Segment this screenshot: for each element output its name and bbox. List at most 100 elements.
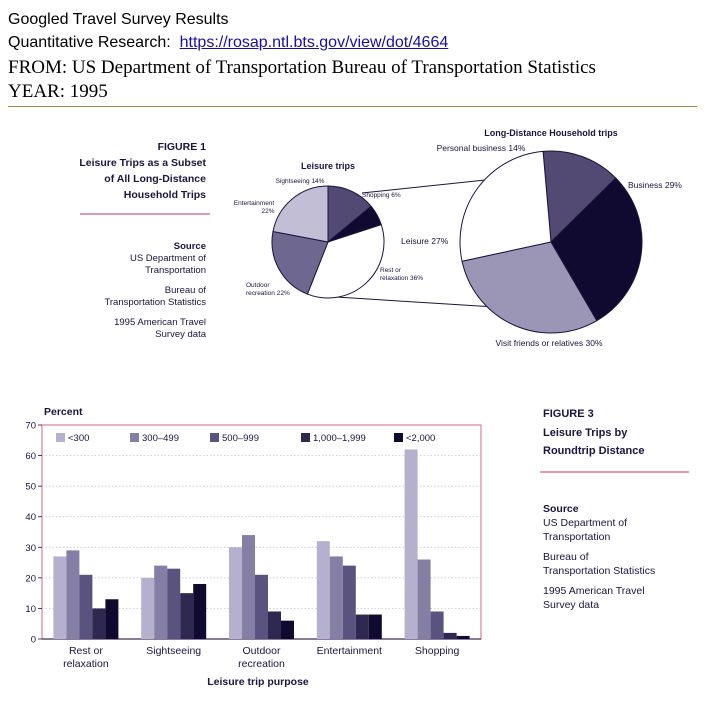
- x-tick-label-entertainment: Entertainment: [317, 645, 382, 657]
- bar-outdoor-recreation-4: [268, 611, 281, 639]
- y-tick-label: 70: [25, 421, 36, 432]
- long-distance-slice-visit-friends-or-relatives: [461, 241, 598, 334]
- legend-swatch-5: [394, 433, 403, 442]
- slice-label-rest-relaxation: Rest or relaxation 36%: [380, 267, 423, 282]
- y-tick-label: 20: [25, 573, 36, 584]
- figure1-source-line-5: 1995 American Travel: [114, 317, 206, 328]
- slice-label-shopping: Shopping 6%: [362, 192, 401, 199]
- slice-label-personal-business: Personal business 14%: [437, 143, 526, 153]
- bar-xlabel: Leisure trip purpose: [207, 676, 309, 688]
- figure1-label: FIGURE 1: [158, 141, 207, 153]
- bar-rest-or-relaxation-2: [66, 550, 80, 639]
- figure1-source-line-4: Transportation Statistics: [104, 297, 206, 308]
- bar-sightseeing-1: [141, 577, 155, 639]
- figure1-source-label: Source: [174, 241, 206, 252]
- header-line-3: FROM: US Department of Transportation Bu…: [8, 57, 596, 78]
- bar-shopping-3: [430, 611, 444, 639]
- bar-entertainment-2: [329, 556, 343, 639]
- bar-entertainment-1: [316, 541, 330, 639]
- figure3-title-line-2: Roundtrip Distance: [543, 445, 644, 457]
- bar-rest-or-relaxation-1: [53, 556, 67, 639]
- header-line-4: YEAR: 1995: [8, 81, 108, 102]
- y-tick-label: 0: [31, 635, 36, 646]
- legend-label-5: <2,000: [406, 433, 435, 444]
- long-distance-pie: [459, 150, 643, 334]
- y-tick-label: 50: [25, 482, 36, 493]
- bar-shopping-5: [456, 635, 470, 639]
- x-tick-label-outdoor-recreation-2: recreation: [238, 658, 285, 670]
- bar-rest-or-relaxation-3: [79, 574, 93, 639]
- bar-shopping-1: [404, 449, 418, 639]
- source-link[interactable]: https://rosap.ntl.bts.gov/view/dot/4664: [179, 34, 449, 51]
- bar-shopping-2: [417, 559, 431, 639]
- slice-label-sightseeing: Sightseeing 14%: [276, 178, 325, 185]
- slice-label-leisure: Leisure 27%: [401, 236, 449, 246]
- header-line-2: Quantitative Research: https://rosap.ntl…: [8, 34, 448, 52]
- bar-sightseeing-3: [167, 568, 181, 639]
- figure1-source-line-2: Transportation: [145, 265, 206, 276]
- figure3-source-line-6: Survey data: [543, 599, 599, 611]
- long-distance-slice-leisure: [459, 150, 552, 262]
- figure3-title-line-1: Leisure Trips by: [543, 427, 628, 439]
- bar-sightseeing-4: [180, 593, 194, 639]
- slice-label-outdoor-recreation: Outdoor recreation 22%: [246, 282, 290, 297]
- header-divider: [8, 106, 697, 107]
- slice-label-visit-friends: Visit friends or relatives 30%: [495, 338, 603, 348]
- figure1-source-line-6: Survey data: [155, 329, 206, 340]
- figure3-source-label: Source: [543, 503, 579, 515]
- bar-entertainment-5: [368, 614, 382, 639]
- figure3-source-line-4: Transportation Statistics: [543, 565, 655, 577]
- figure1-title-line-2: of All Long-Distance: [104, 173, 206, 185]
- x-tick-label-sightseeing: Sightseeing: [146, 645, 201, 657]
- figure1-title-line-3: Household Trips: [124, 189, 206, 201]
- pie-connector-bottom: [335, 296, 496, 308]
- legend-swatch-2: [130, 433, 139, 442]
- x-tick-label-outdoor-recreation-1: Outdoor: [243, 645, 281, 657]
- figure3-label: FIGURE 3: [543, 408, 594, 420]
- leisure-slice-rest-or-relaxation: [306, 224, 385, 299]
- bar-rest-or-relaxation-4: [92, 608, 106, 639]
- x-tick-label-rest-or-relaxation-2: relaxation: [63, 658, 109, 670]
- bar-outdoor-recreation-1: [229, 547, 242, 639]
- figure3-source-line-2: Transportation: [543, 531, 610, 543]
- figure3-source-line-3: Bureau of: [543, 551, 589, 563]
- long-distance-slice-business: [550, 177, 643, 322]
- slice-label-entertainment: Entertainment 22%: [234, 200, 275, 215]
- leisure-slice-entertainment: [272, 185, 329, 243]
- leisure-pie-title: Leisure trips: [301, 161, 355, 171]
- figure1-source-line-1: US Department of: [130, 253, 206, 264]
- figure3-source-line-5: 1995 American Travel: [543, 585, 645, 597]
- legend-swatch-4: [301, 433, 310, 442]
- x-tick-label-rest-or-relaxation-1: Rest or: [69, 645, 103, 657]
- y-tick-label: 10: [25, 604, 36, 615]
- bar-ylabel: Percent: [44, 406, 83, 418]
- y-tick-label: 40: [25, 512, 36, 523]
- figure1-title-line-1: Leisure Trips as a Subset: [79, 157, 206, 169]
- legend-label-1: <300: [68, 433, 89, 444]
- long-distance-pie-title: Long-Distance Household trips: [484, 128, 618, 138]
- y-tick-label: 60: [25, 451, 36, 462]
- slice-label-business: Business 29%: [628, 180, 682, 190]
- bar-sightseeing-5: [193, 583, 207, 639]
- legend-label-2: 300–499: [142, 433, 179, 444]
- bar-entertainment-4: [355, 614, 369, 639]
- bar-rest-or-relaxation-5: [105, 599, 119, 639]
- bar-sightseeing-2: [154, 565, 168, 639]
- legend-label-3: 500–999: [222, 433, 259, 444]
- leisure-trips-pie: [271, 185, 385, 299]
- legend-swatch-3: [210, 433, 219, 442]
- legend-label-4: 1,000–1,999: [313, 433, 366, 444]
- y-tick-label: 30: [25, 543, 36, 554]
- long-distance-slice-personal-business: [542, 150, 617, 244]
- x-tick-label-shopping: Shopping: [415, 645, 460, 657]
- legend-swatch-1: [56, 433, 65, 442]
- header-line-1: Googled Travel Survey Results: [8, 11, 229, 28]
- bar-outdoor-recreation-2: [242, 535, 255, 639]
- bar-entertainment-3: [342, 565, 356, 639]
- bar-outdoor-recreation-3: [255, 574, 268, 639]
- bar-shopping-4: [443, 632, 457, 639]
- figure1-source-line-3: Bureau of: [165, 285, 207, 296]
- leisure-slice-outdoor-recreation: [271, 230, 329, 295]
